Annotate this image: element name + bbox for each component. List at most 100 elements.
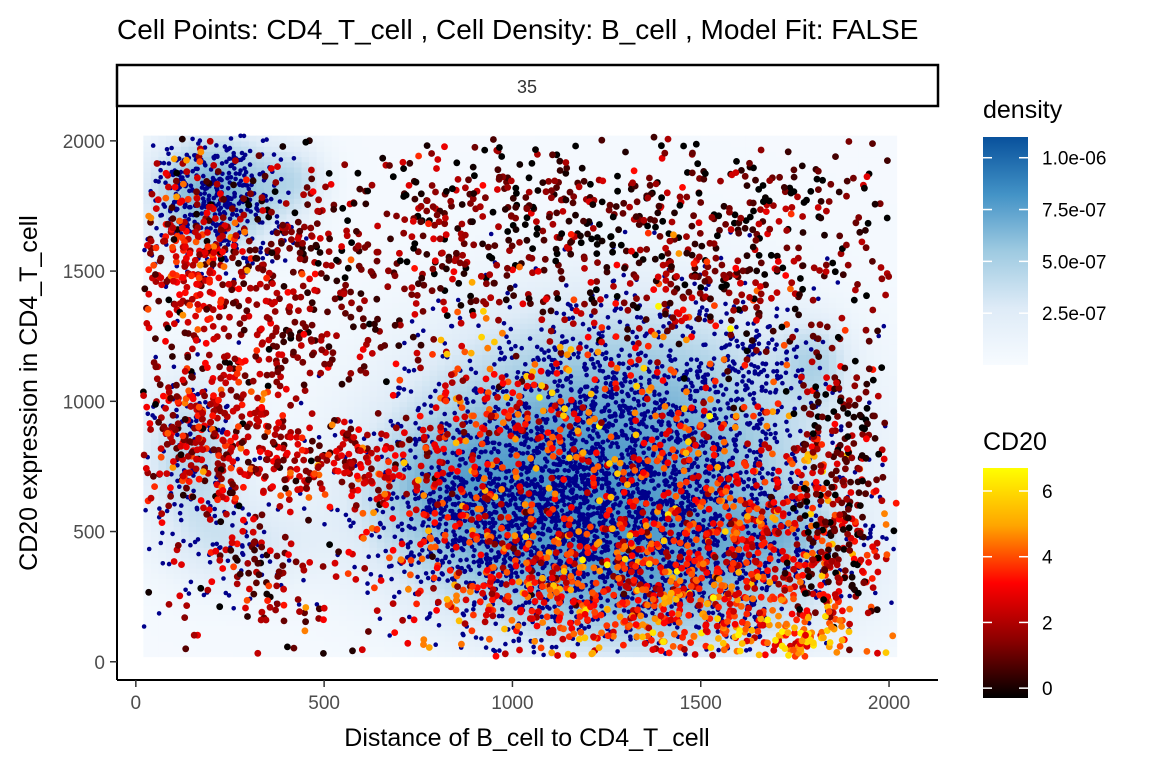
- density-cell: [233, 594, 242, 600]
- density-cell: [414, 338, 423, 345]
- density-cell: [203, 344, 212, 350]
- density-cell: [482, 234, 491, 241]
- density-cell: [422, 302, 431, 309]
- density-cell: [233, 140, 242, 147]
- density-cell: [422, 354, 431, 361]
- density-cell: [391, 484, 401, 491]
- density-cell: [504, 333, 514, 340]
- density-cell: [497, 213, 506, 220]
- density-cell: [158, 291, 167, 298]
- density-cell: [233, 328, 242, 335]
- density-cell: [354, 515, 363, 522]
- density-cell: [165, 557, 175, 564]
- density-cell: [361, 484, 370, 491]
- density-cell: [158, 500, 167, 507]
- density-cell: [399, 531, 408, 538]
- density-cell: [414, 161, 423, 168]
- density-cell: [294, 583, 303, 590]
- density-cell: [497, 354, 506, 361]
- density-cell: [286, 255, 295, 262]
- density-cell: [324, 265, 333, 272]
- density-cell: [150, 427, 160, 434]
- density-cell: [489, 406, 498, 413]
- density-cell: [384, 510, 393, 517]
- density-cell: [150, 562, 160, 569]
- density-cell: [452, 140, 461, 147]
- density-cell: [233, 416, 242, 423]
- density-cell: [263, 442, 273, 449]
- density-cell: [309, 630, 318, 637]
- density-cell: [369, 427, 378, 434]
- density-cell: [459, 208, 468, 215]
- density-cell: [263, 640, 273, 647]
- density-cell: [369, 140, 378, 147]
- density-cell: [504, 208, 514, 215]
- density-cell: [406, 359, 416, 366]
- density-cell: [489, 453, 498, 460]
- density-cell: [354, 281, 363, 288]
- density-cell: [226, 562, 235, 569]
- density-cell: [278, 317, 288, 324]
- density-cell: [512, 651, 521, 658]
- density-cell: [504, 151, 514, 158]
- density-cell: [324, 609, 333, 616]
- density-cell: [354, 604, 363, 611]
- density-cell: [369, 385, 378, 392]
- density-cell: [391, 349, 401, 356]
- density-cell: [263, 557, 273, 564]
- density-cell: [331, 213, 340, 220]
- density-cell: [226, 239, 235, 246]
- density-cell: [339, 224, 348, 231]
- density-cell: [263, 437, 273, 444]
- density-cell: [399, 635, 408, 642]
- density-cell: [474, 427, 483, 434]
- density-cell: [467, 620, 476, 626]
- density-cell: [196, 370, 205, 376]
- density-cell: [459, 286, 468, 293]
- density-cell: [482, 380, 491, 387]
- density-cell: [339, 354, 348, 361]
- density-cell: [286, 312, 295, 319]
- density-cell: [482, 187, 491, 194]
- density-cell: [331, 541, 340, 548]
- density-cell: [331, 312, 340, 319]
- density-cell: [256, 146, 265, 152]
- density-cell: [271, 406, 280, 413]
- density-cell: [316, 307, 325, 314]
- density-cell: [437, 182, 446, 189]
- density-cell: [150, 437, 160, 444]
- density-cell: [181, 349, 190, 356]
- density-cell: [241, 276, 250, 283]
- density-cell: [271, 260, 280, 267]
- density-cell: [233, 458, 242, 465]
- density-cell: [226, 390, 235, 397]
- density-cell: [346, 635, 355, 642]
- density-cell: [399, 396, 408, 402]
- density-cell: [286, 437, 295, 444]
- density-cell: [286, 323, 295, 329]
- density-cell: [369, 302, 378, 309]
- density-cell: [384, 604, 393, 611]
- density-cell: [497, 396, 506, 402]
- density-cell: [331, 614, 340, 621]
- density-cell: [165, 515, 175, 522]
- density-cell: [437, 328, 446, 335]
- density-cell: [173, 328, 182, 335]
- density-cell: [248, 552, 257, 559]
- density-cell: [150, 328, 160, 335]
- density-cell: [294, 161, 303, 168]
- density-cell: [241, 463, 250, 470]
- density-cell: [218, 317, 227, 324]
- density-cell: [444, 364, 453, 371]
- density-cell: [309, 333, 318, 340]
- density-cell: [226, 323, 235, 329]
- density-cell: [467, 317, 476, 324]
- density-cell: [324, 286, 333, 293]
- density-cell: [354, 568, 363, 574]
- density-cell: [286, 156, 295, 163]
- density-cell: [429, 213, 438, 220]
- density-cell: [339, 198, 348, 204]
- density-cell: [248, 500, 257, 507]
- density-cell: [158, 307, 167, 314]
- density-cell: [467, 187, 476, 194]
